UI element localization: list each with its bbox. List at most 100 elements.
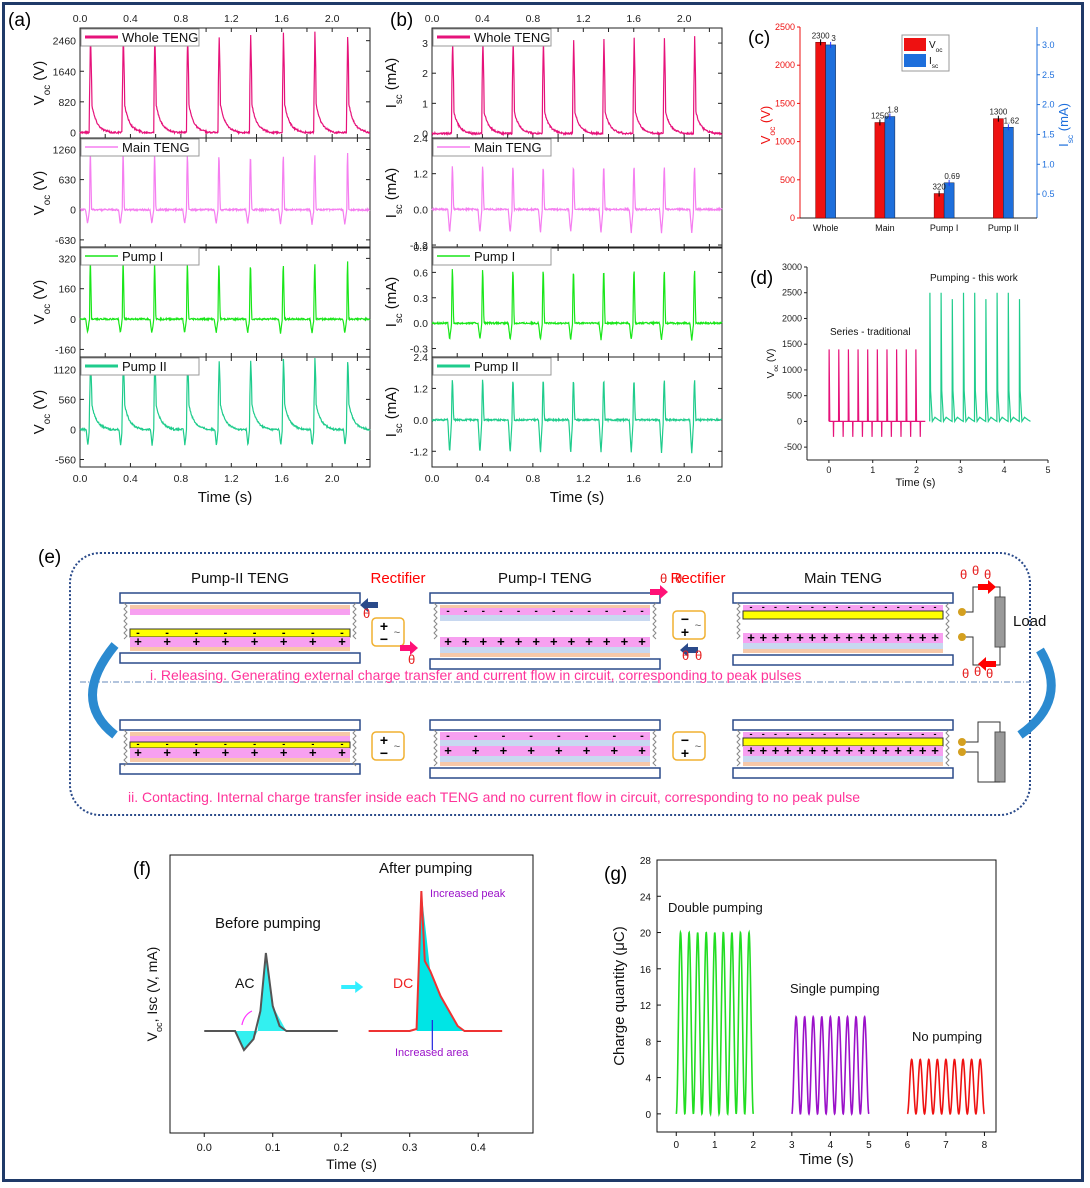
- legend: Pump II: [432, 357, 552, 376]
- y-tick-label: -160: [55, 344, 76, 356]
- charge-symbol: +: [568, 634, 576, 649]
- spring-icon: [736, 729, 741, 767]
- layer: [440, 756, 650, 762]
- bar-data-label: 1300: [989, 108, 1007, 117]
- rectifier: +− ~: [371, 731, 405, 761]
- charge-symbol: -: [860, 729, 863, 739]
- rectifier-box: [371, 617, 405, 647]
- electron-icon: θ: [695, 648, 702, 663]
- charge-symbol: -: [166, 739, 169, 749]
- rectifier-box: [672, 731, 706, 761]
- top-plate: [429, 719, 661, 731]
- rectifier: −+ ~: [672, 731, 706, 761]
- charge-symbol: +: [882, 743, 890, 758]
- series-line: [791, 1014, 870, 1116]
- legend-swatch: [904, 54, 926, 67]
- legend-box: [80, 247, 200, 266]
- electron-icon: θ: [986, 666, 993, 681]
- charge-symbol: +: [931, 743, 939, 758]
- y-tick-label: 0.3: [413, 293, 428, 305]
- load-label: Load: [1013, 613, 1046, 630]
- top-x-tick-label: 0.8: [174, 13, 189, 25]
- spring-icon: [945, 729, 950, 767]
- annotation: Single pumping: [790, 981, 880, 996]
- layer: [440, 732, 650, 740]
- x-tick-label: 3: [958, 465, 963, 475]
- y-tick-label: 2.4: [413, 133, 428, 145]
- plot-frame: [169, 854, 534, 1134]
- x-tick-label: 0.8: [526, 473, 541, 485]
- load-wire: [958, 721, 1001, 783]
- charge-symbol: +: [444, 743, 452, 758]
- spring-icon: [433, 729, 438, 767]
- legend-box: [80, 357, 200, 376]
- teng-title: Pump-II TENG: [191, 570, 289, 587]
- terminal-dot: [958, 633, 966, 641]
- minus-icon: −: [380, 745, 388, 761]
- charge-symbol: +: [555, 743, 563, 758]
- spring-icon: [433, 602, 438, 640]
- charge-symbol: +: [280, 745, 288, 760]
- y-tick-label-left: 1500: [775, 98, 795, 108]
- electron-icon: θ: [408, 652, 415, 667]
- annotation: Series - traditional: [830, 327, 911, 338]
- y-axis-title: Isc (mA): [383, 58, 405, 109]
- y-tick-label: 630: [58, 175, 76, 187]
- charge-symbol: +: [809, 630, 817, 645]
- teng-pump-ii-contacting: - - - - - - - -+ + + + + + + +: [119, 719, 361, 775]
- signal-line: [79, 258, 371, 335]
- bar-data-label: 1.62: [1004, 116, 1020, 125]
- charge-symbol: +: [796, 630, 804, 645]
- layer: [440, 653, 650, 657]
- legend-label: Main TENG: [122, 140, 190, 155]
- terminal-dot: [958, 738, 966, 746]
- legend-label: Pump I: [474, 249, 515, 264]
- y-tick-label: 320: [58, 253, 76, 265]
- charge-symbol: +: [163, 634, 171, 649]
- subplot-main-teng: -630 0 630 1260 Main TENG Voc (V): [31, 137, 371, 249]
- y-tick-label: 0.6: [413, 267, 428, 279]
- y-tick-label-right: 0.5: [1042, 189, 1055, 199]
- top-x-tick-label: 0.0: [425, 13, 440, 25]
- signal-line: [431, 166, 723, 234]
- current-arrow-icon: [680, 643, 698, 657]
- charge-symbol: +: [907, 630, 915, 645]
- y-axis-title: Voc (V): [31, 390, 53, 435]
- layer: [440, 605, 650, 608]
- charge-symbol: +: [134, 634, 142, 649]
- charge-symbol: -: [762, 602, 765, 612]
- plus-icon: +: [380, 618, 388, 634]
- charge-symbol: +: [280, 634, 288, 649]
- charge-symbol: -: [195, 739, 198, 749]
- legend-swatch: [904, 38, 926, 51]
- annotation: No pumping: [912, 1029, 982, 1044]
- charge-symbol: -: [605, 606, 608, 617]
- y-tick-label-right: 3.0: [1042, 40, 1055, 50]
- charge-symbol: +: [222, 634, 230, 649]
- load-resistor: [994, 731, 1006, 783]
- annotation-area: Increased area: [395, 1047, 469, 1059]
- charge-symbol: +: [134, 745, 142, 760]
- top-x-tick-label: 2.0: [677, 13, 692, 25]
- x-tick-label: 0.4: [471, 1142, 486, 1154]
- x-tick-label: 2: [751, 1140, 757, 1151]
- charge-symbol: +: [809, 743, 817, 758]
- load-resistor: [994, 596, 1006, 648]
- y-tick-label: 0: [645, 1110, 651, 1121]
- charge-symbol: +: [919, 630, 927, 645]
- minus-icon: +: [681, 745, 689, 761]
- layer: [743, 605, 943, 611]
- teng-main-contacting: - - - - - - - - - - - - - - - -+ + + + + + + + + + + + + + + +: [732, 719, 954, 779]
- x-tick-label: 8: [982, 1140, 988, 1151]
- series-line: [906, 1058, 986, 1116]
- charge-symbol: -: [311, 627, 315, 639]
- charge-symbol: +: [833, 630, 841, 645]
- minus-icon: −: [380, 631, 388, 647]
- charge-symbol: -: [136, 627, 140, 639]
- charge-symbol: -: [224, 627, 228, 639]
- y-tick-label: 1: [422, 98, 428, 110]
- charge-symbol: -: [811, 602, 814, 612]
- y-tick-label: 12: [640, 1001, 652, 1012]
